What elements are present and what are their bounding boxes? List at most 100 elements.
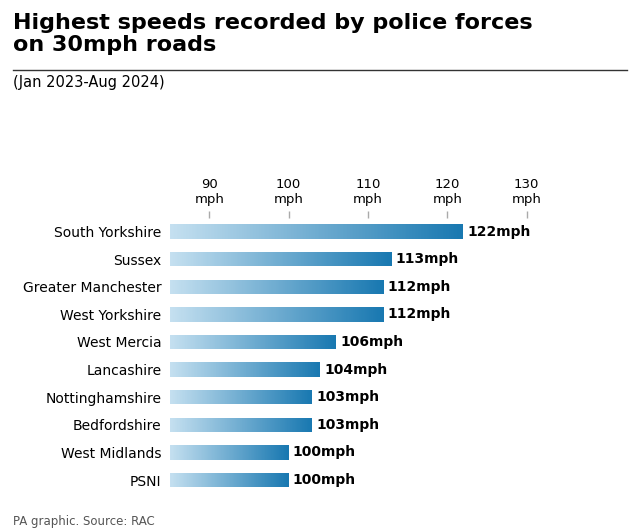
Bar bbox=[195, 307, 196, 322]
Bar bbox=[291, 362, 292, 377]
Bar bbox=[308, 252, 310, 267]
Bar bbox=[174, 417, 175, 432]
Bar bbox=[271, 390, 272, 405]
Bar bbox=[268, 252, 269, 267]
Bar bbox=[287, 252, 289, 267]
Bar bbox=[319, 362, 321, 377]
Bar bbox=[300, 279, 301, 294]
Bar bbox=[316, 252, 317, 267]
Bar bbox=[283, 279, 284, 294]
Bar bbox=[298, 252, 300, 267]
Bar bbox=[358, 252, 360, 267]
Bar bbox=[307, 390, 308, 405]
Bar bbox=[181, 279, 182, 294]
Bar bbox=[178, 390, 179, 405]
Bar bbox=[233, 335, 234, 349]
Bar bbox=[191, 362, 192, 377]
Bar bbox=[282, 307, 283, 322]
Bar bbox=[176, 390, 177, 405]
Bar bbox=[228, 335, 230, 349]
Bar bbox=[200, 335, 201, 349]
Bar bbox=[288, 362, 289, 377]
Bar bbox=[321, 335, 322, 349]
Bar bbox=[241, 224, 243, 239]
Bar bbox=[185, 362, 186, 377]
Bar bbox=[183, 335, 184, 349]
Bar bbox=[286, 417, 287, 432]
Bar bbox=[260, 252, 262, 267]
Bar bbox=[321, 224, 323, 239]
Bar bbox=[263, 279, 264, 294]
Bar bbox=[317, 307, 319, 322]
Bar bbox=[254, 252, 255, 267]
Bar bbox=[196, 362, 198, 377]
Bar bbox=[249, 335, 250, 349]
Bar bbox=[218, 335, 219, 349]
Bar bbox=[259, 279, 260, 294]
Bar bbox=[280, 362, 281, 377]
Bar bbox=[217, 362, 218, 377]
Bar bbox=[239, 335, 241, 349]
Text: 106mph: 106mph bbox=[340, 335, 403, 349]
Bar bbox=[201, 362, 202, 377]
Bar bbox=[238, 307, 239, 322]
Bar bbox=[253, 335, 254, 349]
Bar bbox=[335, 307, 337, 322]
Bar bbox=[310, 390, 311, 405]
Bar bbox=[281, 307, 282, 322]
Bar bbox=[381, 252, 382, 267]
Bar bbox=[337, 224, 339, 239]
Bar bbox=[194, 390, 195, 405]
Bar bbox=[204, 390, 205, 405]
Bar bbox=[259, 335, 260, 349]
Bar bbox=[207, 390, 208, 405]
Bar bbox=[237, 390, 238, 405]
Bar bbox=[266, 362, 267, 377]
Bar bbox=[293, 279, 294, 294]
Bar bbox=[175, 390, 176, 405]
Bar bbox=[234, 335, 235, 349]
Bar bbox=[306, 417, 307, 432]
Bar bbox=[310, 417, 311, 432]
Bar bbox=[340, 279, 341, 294]
Bar bbox=[260, 307, 262, 322]
Bar bbox=[213, 335, 214, 349]
Bar bbox=[222, 362, 223, 377]
Bar bbox=[364, 279, 365, 294]
Bar bbox=[291, 417, 292, 432]
Bar bbox=[187, 335, 188, 349]
Bar bbox=[199, 417, 200, 432]
Bar bbox=[178, 362, 179, 377]
Bar bbox=[297, 390, 298, 405]
Bar bbox=[230, 335, 231, 349]
Bar bbox=[215, 252, 216, 267]
Bar bbox=[201, 335, 202, 349]
Bar bbox=[300, 224, 301, 239]
Bar bbox=[314, 279, 316, 294]
Bar bbox=[301, 252, 302, 267]
Bar bbox=[269, 417, 270, 432]
Bar bbox=[274, 390, 275, 405]
Bar bbox=[369, 279, 370, 294]
Bar bbox=[409, 224, 410, 239]
Bar bbox=[280, 224, 281, 239]
Bar bbox=[240, 279, 241, 294]
Bar bbox=[353, 307, 354, 322]
Bar bbox=[170, 417, 171, 432]
Bar bbox=[202, 390, 203, 405]
Bar bbox=[273, 279, 275, 294]
Bar bbox=[200, 307, 201, 322]
Bar bbox=[262, 307, 263, 322]
Bar bbox=[267, 335, 268, 349]
Bar bbox=[260, 279, 262, 294]
Bar bbox=[262, 279, 263, 294]
Bar bbox=[202, 362, 203, 377]
Bar bbox=[264, 224, 265, 239]
Bar bbox=[212, 362, 213, 377]
Bar bbox=[328, 307, 329, 322]
Bar bbox=[258, 417, 259, 432]
Bar bbox=[256, 417, 257, 432]
Bar bbox=[175, 307, 176, 322]
Bar bbox=[212, 252, 213, 267]
Bar bbox=[233, 252, 234, 267]
